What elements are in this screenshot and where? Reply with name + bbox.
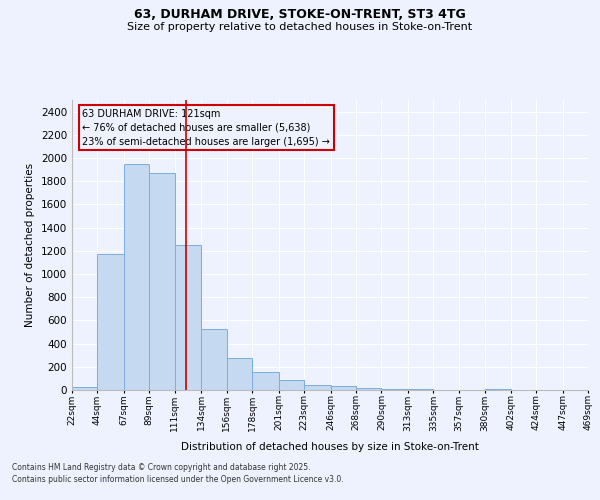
Bar <box>175 245 201 390</box>
Text: 63, DURHAM DRIVE, STOKE-ON-TRENT, ST3 4TG: 63, DURHAM DRIVE, STOKE-ON-TRENT, ST3 4T… <box>134 8 466 20</box>
Bar <box>278 380 304 390</box>
Text: Contains public sector information licensed under the Open Government Licence v3: Contains public sector information licen… <box>12 475 344 484</box>
Bar <box>304 385 331 390</box>
Bar <box>382 389 408 390</box>
Bar <box>356 388 382 390</box>
Bar <box>331 386 356 390</box>
Text: Contains HM Land Registry data © Crown copyright and database right 2025.: Contains HM Land Registry data © Crown c… <box>12 464 311 472</box>
Bar <box>252 372 278 390</box>
Text: Distribution of detached houses by size in Stoke-on-Trent: Distribution of detached houses by size … <box>181 442 479 452</box>
Text: Size of property relative to detached houses in Stoke-on-Trent: Size of property relative to detached ho… <box>127 22 473 32</box>
Bar <box>227 358 252 390</box>
Bar <box>124 164 149 390</box>
Bar <box>201 329 227 390</box>
Y-axis label: Number of detached properties: Number of detached properties <box>25 163 35 327</box>
Bar <box>149 172 175 390</box>
Text: 63 DURHAM DRIVE: 121sqm
← 76% of detached houses are smaller (5,638)
23% of semi: 63 DURHAM DRIVE: 121sqm ← 76% of detache… <box>82 108 330 146</box>
Bar <box>97 254 124 390</box>
Bar <box>72 387 97 390</box>
